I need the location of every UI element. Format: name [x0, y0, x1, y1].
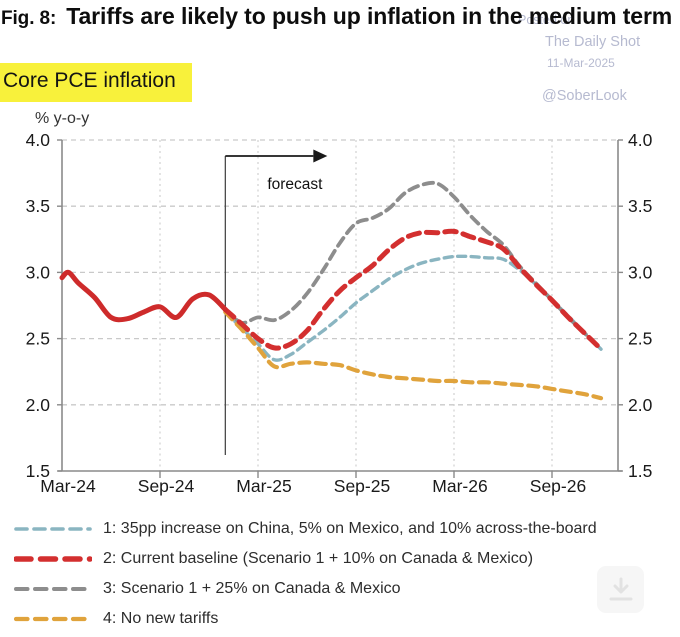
- svg-text:4.0: 4.0: [26, 130, 51, 150]
- legend-label-scenario3: 3: Scenario 1 + 25% on Canada & Mexico: [103, 580, 401, 597]
- legend-label-scenario2: 2: Current baseline (Scenario 1 + 10% on…: [103, 550, 534, 567]
- svg-text:1.5: 1.5: [628, 461, 652, 481]
- svg-text:3.0: 3.0: [628, 262, 653, 282]
- legend-item-scenario2: 2: Current baseline (Scenario 1 + 10% on…: [14, 544, 597, 574]
- svg-text:2.0: 2.0: [628, 395, 653, 415]
- legend-swatch-scenario3-icon: [14, 587, 92, 591]
- figure-title-text: Tariffs are likely to push up inflation …: [66, 3, 673, 29]
- watermark-date: 11-Mar-2025: [547, 56, 615, 70]
- svg-text:3.5: 3.5: [628, 196, 652, 216]
- chart-subtitle: Core PCE inflation: [0, 63, 192, 102]
- svg-text:Sep-24: Sep-24: [138, 476, 195, 496]
- legend-item-scenario4: 4: No new tariffs: [14, 604, 597, 634]
- figure-number: Fig. 8:: [1, 8, 57, 29]
- svg-text:2.5: 2.5: [26, 329, 50, 349]
- download-arrow-glyph: [609, 577, 632, 600]
- svg-text:4.0: 4.0: [628, 130, 653, 150]
- legend-item-scenario3: 3: Scenario 1 + 25% on Canada & Mexico: [14, 574, 597, 604]
- svg-text:Mar-25: Mar-25: [236, 476, 291, 496]
- y-axis-unit-label: % y-o-y: [35, 110, 90, 127]
- watermark-source: The Daily Shot: [545, 34, 641, 50]
- svg-text:2.5: 2.5: [628, 329, 652, 349]
- figure-title: Fig. 8: Tariffs are likely to push up inf…: [1, 1, 677, 34]
- svg-text:3.0: 3.0: [26, 262, 51, 282]
- chart-legend: 1: 35pp increase on China, 5% on Mexico,…: [14, 514, 597, 634]
- svg-text:Sep-26: Sep-26: [530, 476, 586, 496]
- svg-text:2.0: 2.0: [26, 395, 51, 415]
- watermark-posted-on: Posted on: [518, 13, 575, 27]
- svg-text:Mar-26: Mar-26: [432, 476, 487, 496]
- svg-text:Mar-24: Mar-24: [40, 476, 96, 496]
- svg-text:1.5: 1.5: [26, 461, 50, 481]
- legend-label-scenario1: 1: 35pp increase on China, 5% on Mexico,…: [103, 520, 597, 537]
- download-icon[interactable]: [597, 566, 644, 613]
- legend-swatch-scenario2-icon: [14, 556, 92, 562]
- svg-text:3.5: 3.5: [26, 196, 50, 216]
- svg-text:forecast: forecast: [267, 176, 323, 193]
- legend-label-scenario4: 4: No new tariffs: [103, 610, 219, 627]
- legend-swatch-scenario4-icon: [14, 616, 92, 622]
- svg-text:Sep-25: Sep-25: [334, 476, 390, 496]
- legend-swatch-scenario1-icon: [14, 527, 92, 531]
- watermark-handle: @SoberLook: [542, 88, 627, 104]
- legend-item-scenario1: 1: 35pp increase on China, 5% on Mexico,…: [14, 514, 597, 544]
